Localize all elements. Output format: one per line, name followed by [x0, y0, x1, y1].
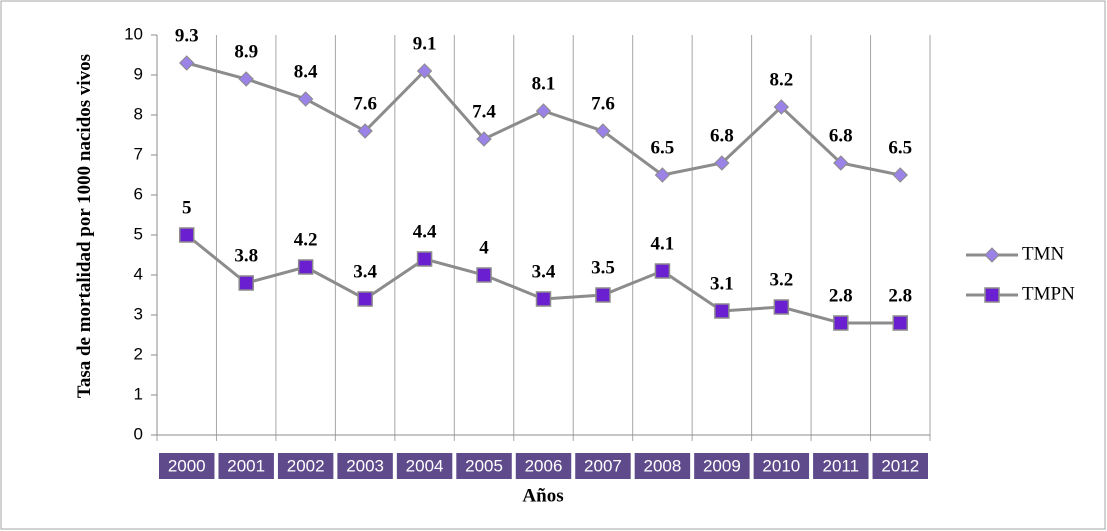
data-point — [179, 55, 195, 71]
data-point — [178, 227, 195, 243]
data-point — [357, 291, 373, 307]
data-label: 3.8 — [234, 245, 258, 266]
category-box — [872, 453, 928, 479]
legend-marker — [984, 247, 1000, 263]
data-label: 6.8 — [829, 125, 853, 146]
x-tick-label: 2005 — [465, 456, 503, 475]
data-point — [535, 103, 552, 119]
data-label: 3.2 — [769, 269, 793, 290]
data-point — [238, 71, 254, 87]
data-point — [416, 63, 433, 79]
x-axis-label: Años — [522, 485, 563, 506]
category-box — [575, 453, 631, 479]
data-label: 3.4 — [532, 261, 556, 282]
data-label: 2.8 — [829, 285, 853, 306]
data-point — [595, 123, 611, 139]
data-point — [892, 315, 909, 331]
data-label: 4.2 — [294, 229, 318, 250]
y-tick-label: 2 — [134, 344, 143, 363]
y-axis-label: Tasa de mortalidad por 1000 nacidos vivo… — [74, 53, 95, 399]
y-tick-label: 10 — [124, 24, 143, 43]
data-point — [476, 267, 492, 283]
category-box — [753, 453, 810, 479]
x-tick-label: 2012 — [881, 456, 919, 475]
x-tick-label: 2009 — [703, 456, 741, 475]
data-label: 6.5 — [888, 137, 912, 158]
data-point — [297, 259, 314, 275]
data-label: 4.1 — [651, 233, 675, 254]
x-tick-label: 2011 — [823, 456, 860, 475]
x-tick-label: 2001 — [227, 456, 265, 475]
data-label: 2.8 — [888, 285, 912, 306]
x-tick-label: 2002 — [287, 456, 325, 475]
x-tick-label: 2006 — [525, 456, 563, 475]
x-tick-label: 2003 — [346, 456, 384, 475]
y-tick-label: 6 — [134, 184, 143, 203]
data-point — [773, 99, 790, 115]
x-tick-label: 2010 — [762, 456, 800, 475]
data-point — [833, 315, 849, 331]
data-point — [714, 155, 730, 171]
category-box — [396, 453, 453, 479]
data-point — [892, 167, 908, 183]
x-tick-label: 2004 — [406, 456, 444, 475]
data-label: 6.8 — [710, 125, 734, 146]
data-point — [535, 291, 552, 307]
y-tick-label: 5 — [134, 224, 143, 243]
y-tick-label: 9 — [134, 64, 143, 83]
data-point — [773, 299, 790, 315]
data-point — [654, 167, 671, 183]
data-label: 8.1 — [532, 73, 556, 94]
x-tick-label: 2008 — [644, 456, 682, 475]
legend-label: TMN — [1022, 243, 1065, 264]
data-label: 5 — [182, 197, 192, 218]
category-box — [515, 453, 572, 479]
data-label: 4 — [479, 237, 489, 258]
y-tick-label: 1 — [134, 384, 143, 403]
data-point — [476, 131, 492, 147]
data-label: 3.5 — [591, 257, 615, 278]
data-point — [297, 91, 314, 107]
data-point — [833, 155, 849, 171]
data-point — [595, 287, 611, 303]
y-tick-label: 8 — [134, 104, 143, 123]
data-point — [654, 263, 671, 279]
category-box — [634, 453, 691, 479]
legend-label: TMPN — [1022, 283, 1075, 304]
data-label: 9.1 — [413, 33, 437, 54]
legend-marker — [984, 287, 1000, 303]
data-label: 7.4 — [472, 101, 496, 122]
data-point — [238, 275, 254, 291]
data-label: 6.5 — [651, 137, 675, 158]
category-box — [694, 453, 750, 479]
data-label: 7.6 — [591, 93, 615, 114]
data-point — [714, 303, 730, 319]
data-label: 8.9 — [234, 41, 258, 62]
y-tick-label: 3 — [134, 304, 143, 323]
category-box — [337, 453, 393, 479]
data-label: 3.1 — [710, 273, 734, 294]
category-box — [813, 453, 869, 479]
y-tick-label: 0 — [134, 424, 143, 443]
data-point — [357, 123, 373, 139]
data-label: 7.6 — [353, 93, 377, 114]
data-label: 4.4 — [413, 221, 437, 242]
category-box — [456, 453, 512, 479]
y-tick-label: 4 — [134, 264, 143, 283]
data-point — [416, 251, 433, 267]
category-box — [159, 453, 215, 479]
category-box — [218, 453, 274, 479]
y-tick-label: 7 — [134, 144, 143, 163]
data-label: 8.4 — [294, 61, 318, 82]
category-box — [277, 453, 334, 479]
data-label: 3.4 — [353, 261, 377, 282]
data-label: 9.3 — [175, 25, 199, 46]
x-tick-label: 2000 — [168, 456, 206, 475]
x-tick-label: 2007 — [584, 456, 622, 475]
data-label: 8.2 — [769, 69, 793, 90]
